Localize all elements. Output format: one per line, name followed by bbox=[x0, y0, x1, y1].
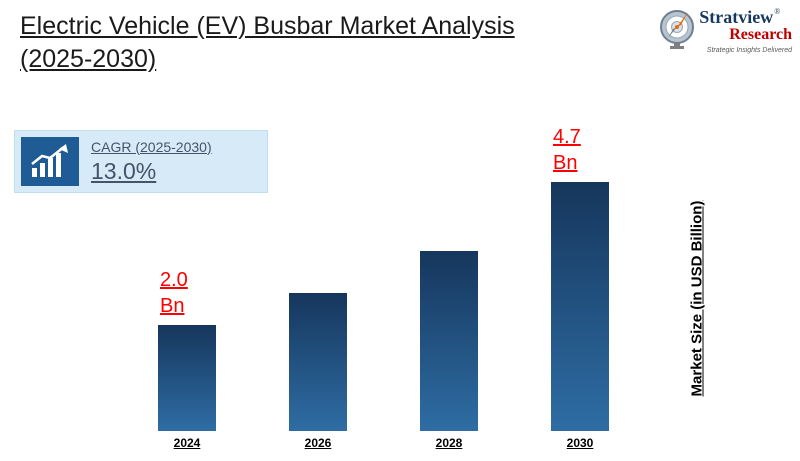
page-title-line2: (2025-2030) bbox=[20, 45, 157, 73]
bar bbox=[420, 251, 478, 431]
bar-column: 4.7 Bn 2030 bbox=[551, 124, 609, 451]
cagr-label: CAGR (2025-2030) bbox=[91, 138, 212, 155]
bar-column: 2028 bbox=[420, 245, 478, 451]
page-title: Electric Vehicle (EV) Busbar Market Anal… bbox=[20, 10, 515, 76]
brand-tagline: Strategic Insights Delivered bbox=[706, 46, 792, 54]
page-title-line1: Electric Vehicle (EV) Busbar Market Anal… bbox=[20, 12, 515, 40]
cagr-value: 13.0% bbox=[91, 157, 157, 184]
x-axis-label: 2028 bbox=[435, 436, 463, 450]
brand-name-stratview: Stratview bbox=[699, 7, 774, 27]
cagr-callout: CAGR (2025-2030) 13.0% bbox=[14, 130, 268, 193]
bar-column: 2.0 Bn 2024 bbox=[158, 267, 216, 451]
brand-name-research: Research bbox=[729, 25, 792, 43]
x-axis-label: 2026 bbox=[304, 436, 332, 450]
bar-value-label: 2.0 Bn bbox=[160, 269, 188, 317]
x-axis-label: 2030 bbox=[566, 436, 594, 450]
bar bbox=[158, 325, 216, 431]
x-axis-label: 2024 bbox=[173, 436, 201, 450]
y-axis-title: Market Size (in USD Billion) bbox=[688, 200, 706, 397]
bar-chart: 2.0 Bn 2024 2026 2028 4.7 Bn 2030 bbox=[158, 106, 609, 451]
brand-logo: Stratview ® Research Strategic Insights … bbox=[658, 7, 792, 57]
growth-chart-icon bbox=[21, 137, 79, 186]
bar bbox=[289, 293, 347, 431]
bar bbox=[551, 182, 609, 431]
compass-logo-icon bbox=[658, 8, 696, 57]
registered-mark: ® bbox=[774, 7, 781, 16]
bar-column: 2026 bbox=[289, 287, 347, 451]
bar-value-label: 4.7 Bn bbox=[553, 126, 581, 174]
